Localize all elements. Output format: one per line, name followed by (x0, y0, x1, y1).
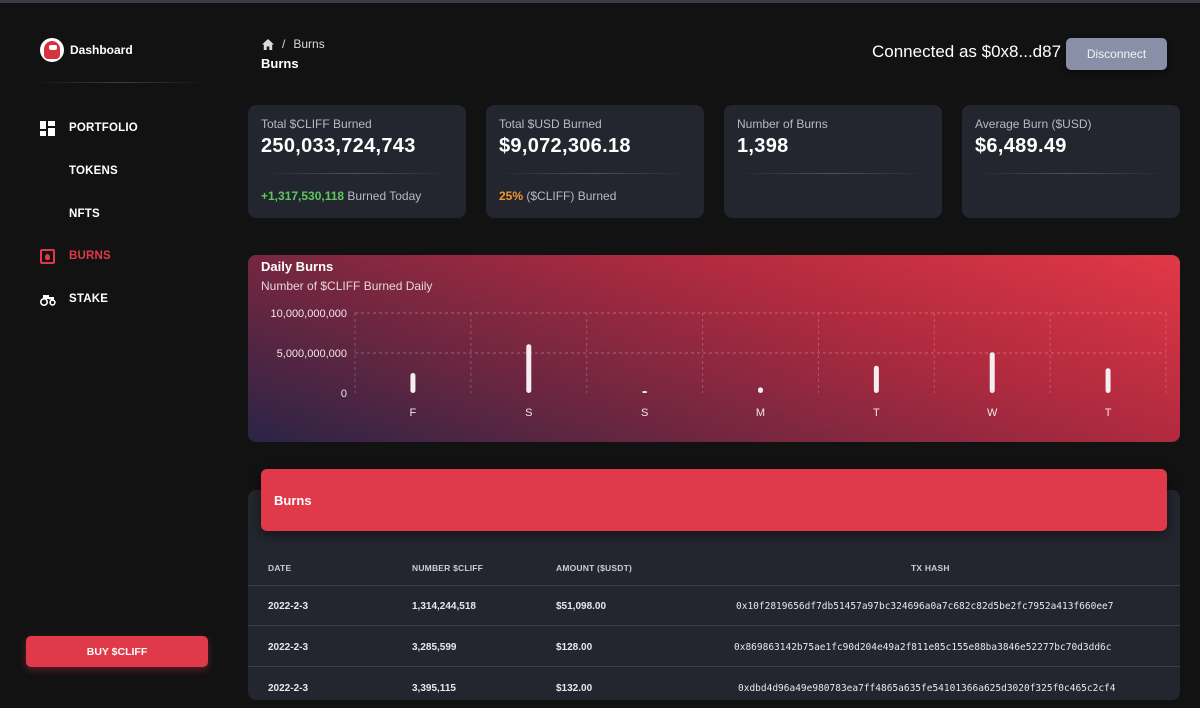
sidebar-item-label: PORTFOLIO (69, 122, 138, 135)
breadcrumb-current: Burns (293, 37, 325, 51)
page-title: Burns (261, 56, 299, 71)
stat-label: Total $CLIFF Burned (261, 117, 372, 131)
sidebar-item-burns[interactable]: BURNS (40, 235, 138, 278)
grid-icon (40, 120, 55, 136)
table-row[interactable]: 2022-2-3 1,314,244,518 $51,098.00 0x10f2… (248, 586, 1180, 626)
disconnect-button[interactable]: Disconnect (1066, 38, 1167, 70)
chart-subtitle: Number of $CLIFF Burned Daily (261, 279, 433, 293)
connected-wallet-text: Connected as $0x8...d87 (872, 42, 1062, 61)
sidebar-item-label: STAKE (69, 293, 109, 306)
bar (410, 373, 416, 393)
column-header-number-cliff[interactable]: NUMBER $CLIFF (412, 563, 484, 573)
cell-amount: $51,098.00 (556, 601, 607, 612)
burns-table-header: Burns (261, 469, 1167, 531)
brand-logo-icon (40, 38, 64, 62)
stat-card-number-of-burns: Number of Burns 1,398 (724, 105, 942, 218)
buy-cliff-button[interactable]: BUY $CLIFF (26, 636, 208, 667)
stat-card-total-usd: Total $USD Burned $9,072,306.18 25% ($CL… (486, 105, 704, 218)
sidebar-item-label: NFTS (69, 207, 100, 220)
table-title: Burns (274, 493, 312, 508)
sidebar-item-label: BURNS (69, 250, 111, 263)
top-border (0, 0, 1200, 3)
cell-date: 2022-2-3 (268, 601, 309, 612)
brand-title: Dashboard (70, 43, 133, 57)
stat-value: $6,489.49 (975, 135, 1067, 157)
x-tick-label: S (641, 407, 648, 419)
daily-burns-chart-card: Daily Burns Number of $CLIFF Burned Dail… (248, 255, 1180, 442)
table-head: DATE NUMBER $CLIFF AMOUNT ($USDT) TX HAS… (248, 560, 1180, 586)
stat-card-total-cliff: Total $CLIFF Burned 250,033,724,743 +1,3… (248, 105, 466, 218)
bar (642, 391, 648, 393)
cell-tx-hash[interactable]: 0xdbd4d96a49e980783ea7ff4865a635fe541013… (738, 683, 1116, 694)
sidebar-divider (30, 82, 210, 83)
breadcrumb: / Burns (262, 37, 325, 51)
stat-value: 1,398 (737, 135, 789, 157)
stat-foot: +1,317,530,118 Burned Today (261, 189, 421, 203)
cell-date: 2022-2-3 (268, 642, 309, 653)
stat-foot-text: Burned Today (344, 189, 422, 203)
stat-foot: 25% ($CLIFF) Burned (499, 189, 616, 203)
stat-highlight: 25% (499, 189, 524, 203)
sidebar-item-nfts[interactable]: NFTS (40, 192, 138, 235)
sidebar-item-label: TOKENS (69, 165, 118, 178)
cell-number-cliff: 3,285,599 (412, 642, 457, 653)
bar (1105, 368, 1111, 393)
blank-icon (40, 164, 55, 179)
cell-tx-hash[interactable]: 0x869863142b75ae1fc90d204e49a2f811e85c15… (734, 642, 1112, 653)
cell-date: 2022-2-3 (268, 683, 309, 694)
blank-icon (40, 206, 55, 221)
stat-divider (499, 173, 689, 174)
sidebar-item-tokens[interactable]: TOKENS (40, 150, 138, 193)
chart-title: Daily Burns (261, 259, 334, 274)
table-row[interactable]: 2022-2-3 3,285,599 $128.00 0x869863142b7… (248, 627, 1180, 667)
x-tick-label: T (873, 407, 880, 419)
sidebar-item-portfolio[interactable]: PORTFOLIO (40, 107, 138, 150)
bar (989, 352, 995, 393)
table-row[interactable]: 2022-2-3 3,395,115 $132.00 0xdbd4d96a49e… (248, 668, 1180, 708)
y-tick-label: 10,000,000,000 (271, 308, 347, 320)
x-tick-label: S (525, 407, 532, 419)
stat-foot-text: ($CLIFF) Burned (523, 189, 617, 203)
cell-number-cliff: 3,395,115 (412, 683, 456, 694)
column-header-date[interactable]: DATE (268, 563, 292, 573)
cell-tx-hash[interactable]: 0x10f2819656df7db51457a97bc324696a0a7c68… (736, 601, 1114, 612)
y-tick-label: 0 (341, 388, 347, 400)
x-tick-label: F (410, 407, 417, 419)
home-icon[interactable] (262, 38, 274, 50)
brand[interactable]: Dashboard (40, 38, 133, 62)
bar (526, 344, 532, 393)
column-header-amount[interactable]: AMOUNT ($USDT) (556, 563, 632, 573)
stat-highlight: +1,317,530,118 (261, 189, 345, 203)
bar (758, 387, 763, 393)
breadcrumb-separator: / (282, 37, 286, 51)
stat-value: 250,033,724,743 (261, 135, 416, 157)
stat-divider (261, 173, 451, 174)
stat-divider (737, 173, 927, 174)
stat-label: Number of Burns (737, 117, 828, 131)
bar (873, 365, 879, 393)
daily-burns-chart: 10,000,000,000 5,000,000,000 0 F S S M T W T (271, 308, 1167, 419)
tractor-icon (39, 292, 56, 307)
stat-value: $9,072,306.18 (499, 135, 631, 157)
cell-amount: $132.00 (556, 683, 593, 694)
stat-label: Average Burn ($USD) (975, 117, 1092, 131)
stat-divider (975, 173, 1165, 174)
sidebar-nav: PORTFOLIO TOKENS NFTS BURNS STAKE (39, 107, 138, 321)
stat-card-average-burn: Average Burn ($USD) $6,489.49 (962, 105, 1180, 218)
cell-amount: $128.00 (556, 642, 593, 653)
sidebar-item-stake[interactable]: STAKE (39, 278, 138, 321)
stat-label: Total $USD Burned (499, 117, 602, 131)
sidebar: Dashboard PORTFOLIO TOKENS NFTS BURNS (0, 3, 232, 691)
x-tick-label: W (987, 407, 998, 419)
column-header-tx-hash[interactable]: TX HASH (911, 563, 950, 573)
y-tick-label: 5,000,000,000 (277, 348, 347, 360)
flame-icon (40, 248, 55, 264)
x-tick-label: M (756, 407, 765, 419)
cell-number-cliff: 1,314,244,518 (412, 601, 476, 612)
x-tick-label: T (1105, 407, 1112, 419)
